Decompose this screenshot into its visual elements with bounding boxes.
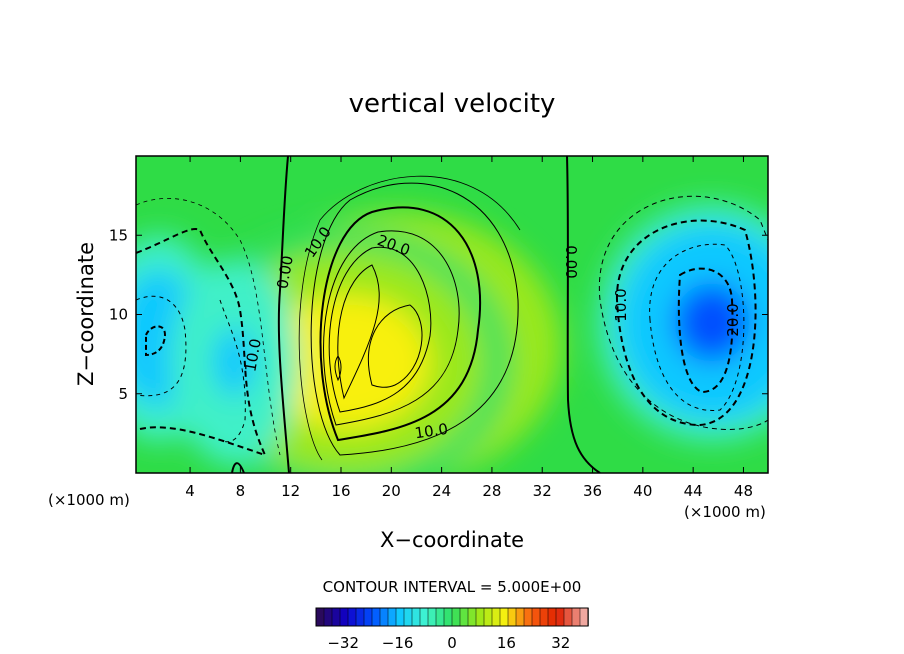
contour-label: 20.0 bbox=[724, 303, 742, 336]
colorbar-swatch bbox=[507, 607, 517, 627]
contour-line bbox=[310, 182, 519, 456]
x-unit-left: (×1000 m) bbox=[48, 491, 130, 509]
contour-line bbox=[367, 304, 423, 388]
x-tick-label: 40 bbox=[633, 482, 652, 500]
colorbar-swatch bbox=[435, 607, 445, 627]
chart-title: vertical velocity bbox=[349, 89, 556, 119]
x-axis: 4 8 12 16 20 24 28 32 36 40 44 48 bbox=[185, 156, 753, 500]
colorbar-swatch bbox=[459, 607, 469, 627]
colorbar-swatch bbox=[347, 607, 357, 627]
colorbar-swatch bbox=[563, 607, 573, 627]
field-downdraft bbox=[223, 344, 245, 380]
colorbar-swatch bbox=[467, 607, 477, 627]
colorbar-swatch bbox=[411, 607, 421, 627]
x-unit-right: (×1000 m) bbox=[684, 503, 766, 521]
contour-line bbox=[145, 325, 167, 357]
colorbar-swatch bbox=[491, 607, 501, 627]
contour-line bbox=[319, 206, 482, 442]
plot-area bbox=[136, 156, 768, 473]
field-updraft bbox=[319, 339, 375, 385]
x-tick-label: 20 bbox=[382, 482, 401, 500]
colorbar-swatch bbox=[355, 607, 365, 627]
contour-line bbox=[277, 156, 290, 473]
contour-lines bbox=[136, 156, 768, 473]
y-tick-label: 5 bbox=[118, 385, 128, 403]
x-tick-label: 4 bbox=[185, 482, 195, 500]
colorbar-tick-label: 0 bbox=[447, 634, 457, 652]
contour-interval-text: CONTOUR INTERVAL = 5.000E+00 bbox=[323, 578, 582, 596]
contour-label: 0.00 bbox=[562, 245, 580, 278]
colorbar-swatch bbox=[555, 607, 565, 627]
colorbar-swatch bbox=[547, 607, 557, 627]
contour-label: 10.0 bbox=[241, 337, 265, 373]
contour-line bbox=[136, 198, 281, 456]
y-tick-label: 10 bbox=[109, 306, 128, 324]
contour-line bbox=[566, 156, 601, 473]
contour-line bbox=[298, 175, 521, 461]
colorbar-swatch bbox=[443, 607, 453, 627]
contour-label: 10.0 bbox=[414, 420, 450, 442]
colorbar-swatch bbox=[531, 607, 541, 627]
colorbar-swatch bbox=[403, 607, 413, 627]
colorbar-swatch bbox=[427, 607, 437, 627]
contour-line bbox=[337, 264, 380, 400]
colorbar-swatch bbox=[475, 607, 485, 627]
x-tick-label: 44 bbox=[684, 482, 703, 500]
colorbar-ticks: −32 −16 0 16 32 bbox=[327, 634, 570, 652]
contour-line bbox=[649, 243, 745, 411]
colorbar bbox=[315, 607, 589, 627]
colorbar-swatch bbox=[515, 607, 525, 627]
colorbar-swatch bbox=[579, 607, 589, 627]
contour-line bbox=[598, 195, 768, 430]
colorbar-swatch bbox=[451, 607, 461, 627]
x-tick-label: 36 bbox=[583, 482, 602, 500]
colorbar-swatch bbox=[499, 607, 509, 627]
field-downdraft bbox=[148, 321, 170, 356]
x-tick-label: 32 bbox=[533, 482, 552, 500]
contour-label: 10.0 bbox=[612, 288, 630, 321]
contour-label: 0.00 bbox=[273, 254, 297, 290]
contour-line bbox=[323, 230, 460, 426]
colorbar-swatch bbox=[523, 607, 533, 627]
colorbar-tick-label: 16 bbox=[497, 634, 516, 652]
field-downdraft bbox=[693, 302, 731, 343]
y-axis-label: Z−coordinate bbox=[74, 242, 98, 386]
colorbar-swatch bbox=[331, 607, 341, 627]
colorbar-swatch bbox=[419, 607, 429, 627]
y-axis: 5 10 15 bbox=[109, 226, 768, 403]
colorbar-swatch bbox=[539, 607, 549, 627]
colorbar-frame bbox=[315, 607, 589, 627]
x-tick-label: 8 bbox=[236, 482, 246, 500]
colorbar-swatch bbox=[483, 607, 493, 627]
x-tick-label: 28 bbox=[482, 482, 501, 500]
colorbar-swatch bbox=[363, 607, 373, 627]
colorbar-swatch bbox=[387, 607, 397, 627]
contour-line bbox=[231, 462, 245, 473]
colorbar-swatch bbox=[395, 607, 405, 627]
colorbar-swatch bbox=[379, 607, 389, 627]
colorbar-tick-label: 32 bbox=[551, 634, 570, 652]
contour-line bbox=[615, 219, 757, 427]
x-axis-label: X−coordinate bbox=[380, 528, 524, 552]
colorbar-swatch bbox=[571, 607, 581, 627]
colorbar-swatch bbox=[339, 607, 349, 627]
colorbar-tick-label: −32 bbox=[327, 634, 359, 652]
contour-line bbox=[328, 246, 432, 413]
contour-line bbox=[136, 228, 267, 457]
colorbar-swatch bbox=[371, 607, 381, 627]
contour-line bbox=[219, 299, 246, 443]
x-tick-label: 12 bbox=[281, 482, 300, 500]
y-tick-label: 15 bbox=[109, 226, 128, 244]
colorbar-swatch bbox=[323, 607, 333, 627]
x-tick-label: 48 bbox=[734, 482, 753, 500]
colorbar-swatch bbox=[315, 607, 325, 627]
contour-line bbox=[334, 355, 342, 382]
x-tick-label: 16 bbox=[331, 482, 350, 500]
x-tick-label: 24 bbox=[432, 482, 451, 500]
colorbar-tick-label: −16 bbox=[382, 634, 414, 652]
